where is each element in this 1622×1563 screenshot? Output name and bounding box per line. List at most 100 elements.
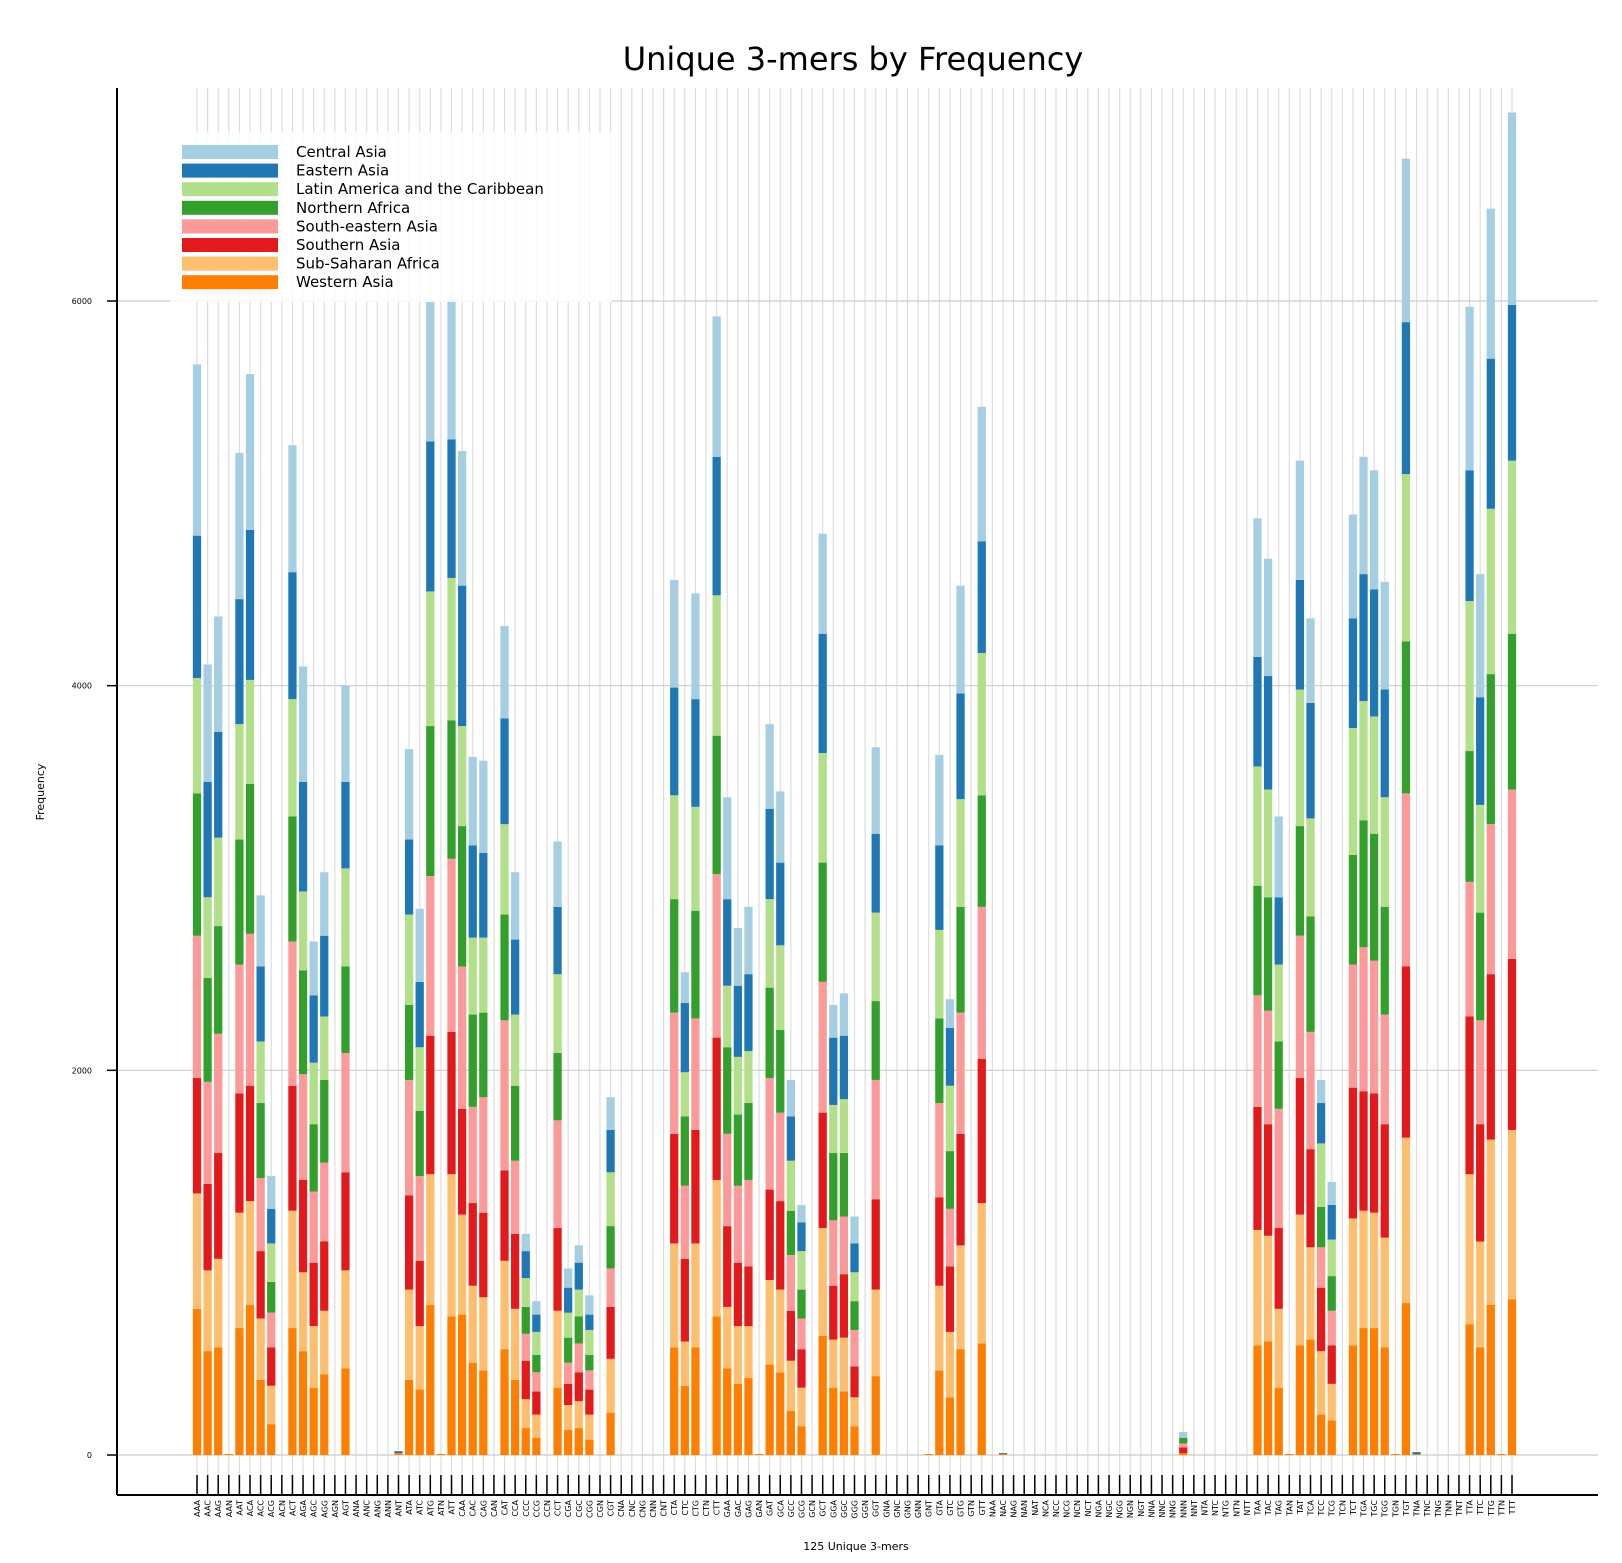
bar-segment: [733, 1383, 742, 1455]
bar-segment: [1486, 824, 1495, 975]
x-tick-label: TAG: [1275, 1500, 1284, 1517]
bar-segment: [818, 752, 827, 863]
bar-segment: [585, 1439, 594, 1455]
bar-segment: [203, 1081, 212, 1184]
bar-segment: [553, 906, 562, 975]
bar-segment: [1348, 854, 1358, 965]
x-tick-label: AGA: [299, 1499, 308, 1517]
bar-segment: [1359, 820, 1368, 948]
bar-segment: [574, 1401, 583, 1429]
bar-segment: [850, 1329, 859, 1367]
bar-segment: [1274, 964, 1283, 1042]
bar-segment: [214, 731, 223, 838]
bar-segment: [1370, 716, 1379, 834]
x-tick-label: ATA: [405, 1499, 414, 1514]
x-tick-label: ANA: [352, 1499, 361, 1516]
bar-segment: [457, 726, 467, 827]
x-tick-label: NTG: [1222, 1500, 1231, 1517]
x-tick-label: CAG: [479, 1500, 488, 1517]
x-tick-label: CCC: [522, 1500, 531, 1517]
bar-segment: [797, 1349, 806, 1388]
bar-segment: [1274, 1228, 1283, 1309]
bar-segment: [977, 906, 986, 1059]
x-tick-label: AGC: [310, 1500, 319, 1518]
bar-segment: [245, 783, 255, 934]
bar-segment: [298, 666, 308, 782]
bar-segment: [341, 1172, 350, 1271]
bar-segment: [585, 1370, 594, 1390]
bar-segment: [404, 749, 414, 840]
bar-segment: [712, 595, 721, 736]
bar-segment: [341, 868, 350, 967]
bar-segment: [1327, 1383, 1336, 1421]
bar-segment: [564, 1337, 573, 1363]
bar-segment: [214, 1033, 223, 1154]
bar-segment: [468, 1285, 477, 1363]
x-tick-label: TNT: [1455, 1500, 1464, 1517]
x-tick-label: CTC: [681, 1500, 690, 1516]
y-tick-label: 2000: [72, 1066, 92, 1075]
bar-segment: [691, 1243, 700, 1348]
bar-segment: [1179, 1453, 1188, 1455]
bar-segment: [1348, 1345, 1358, 1455]
bar-segment: [829, 1387, 838, 1455]
bar-segment: [245, 1201, 255, 1305]
bar-segment: [256, 966, 265, 1042]
bar-segment: [341, 781, 350, 869]
bar-segment: [956, 1012, 965, 1134]
bar-segment: [776, 1289, 785, 1373]
bar-segment: [1327, 1345, 1336, 1384]
bar-segment: [447, 1316, 456, 1455]
bar-segment: [1274, 897, 1283, 965]
bar-segment: [797, 1222, 806, 1252]
bar-segment: [1263, 897, 1273, 1011]
x-tick-label: ACA: [246, 1499, 255, 1516]
bar-segment: [1179, 1447, 1188, 1454]
bar-segment: [532, 1414, 541, 1438]
bar-segment: [733, 1185, 742, 1263]
bar-segment: [1327, 1239, 1336, 1277]
x-tick-label: NNN: [1179, 1500, 1188, 1518]
bar-segment: [468, 937, 477, 1015]
bar-segment: [680, 1072, 689, 1117]
bar-segment: [1306, 618, 1315, 703]
bar-segment: [404, 839, 414, 915]
bar-segment: [553, 1387, 562, 1455]
bar-segment: [977, 652, 986, 796]
x-tick-label: NNG: [1169, 1500, 1178, 1518]
x-tick-label: GGN: [861, 1500, 870, 1518]
bar-segment: [956, 1349, 965, 1455]
bar-segment: [1348, 1218, 1358, 1346]
bar-segment: [1507, 460, 1517, 634]
bar-segment: [521, 1233, 530, 1252]
bar-segment: [680, 1258, 689, 1342]
bar-segment: [532, 1391, 541, 1415]
bar-segment: [786, 1410, 796, 1455]
bar-segment: [1359, 701, 1368, 821]
bar-segment: [511, 1085, 520, 1161]
bar-segment: [553, 1310, 562, 1388]
x-tick-label: GNC: [893, 1500, 902, 1518]
bar-segment: [341, 1270, 350, 1369]
bar-segment: [744, 1179, 753, 1267]
bar-segment: [691, 699, 700, 807]
x-tick-label: TNN: [1444, 1500, 1453, 1518]
bar-segment: [786, 1160, 796, 1211]
bar-segment: [723, 1368, 732, 1455]
bar-segment: [1359, 947, 1368, 1092]
bar-segment: [818, 533, 827, 634]
bar-segment: [818, 981, 827, 1113]
bar-segment: [1401, 322, 1411, 475]
bar-segment: [1380, 1347, 1389, 1455]
bar-segment: [500, 824, 509, 915]
bar-segment: [818, 633, 827, 753]
x-tick-label: NGT: [1137, 1500, 1146, 1517]
x-tick-label: CCT: [554, 1500, 563, 1516]
y-tick-label: 6000: [72, 297, 92, 306]
bar-segment: [765, 1078, 774, 1190]
bar-segment: [691, 593, 700, 700]
bar-segment: [532, 1372, 541, 1392]
bar-segment: [1316, 1414, 1326, 1455]
bar-segment: [288, 572, 297, 700]
